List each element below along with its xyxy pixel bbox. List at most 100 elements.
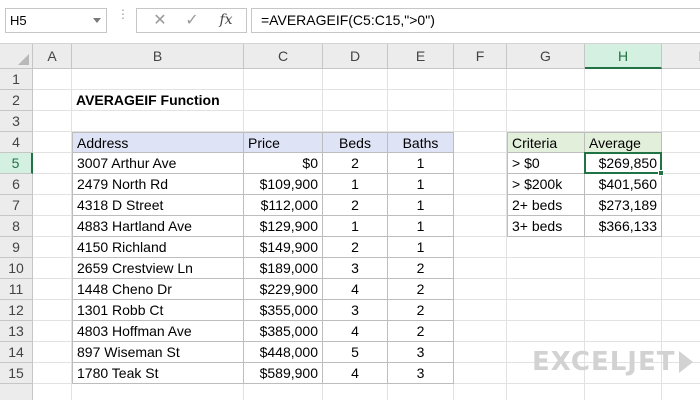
average-cell[interactable]: $273,189 bbox=[585, 195, 662, 216]
table-cell[interactable]: 4318 D Street bbox=[72, 195, 244, 216]
average-cell[interactable]: $269,850 bbox=[585, 153, 662, 174]
table-cell[interactable]: 2 bbox=[388, 279, 454, 300]
criteria-cell[interactable]: > $200k bbox=[507, 174, 585, 195]
row-header-8[interactable]: 8 bbox=[0, 216, 33, 237]
table-cell[interactable]: $385,000 bbox=[244, 321, 323, 342]
table-cell[interactable]: $149,900 bbox=[244, 237, 323, 258]
column-header-a[interactable]: A bbox=[33, 44, 72, 69]
table-cell[interactable]: 897 Wiseman St bbox=[72, 342, 244, 363]
table-cell[interactable]: 3 bbox=[323, 300, 388, 321]
table-cell[interactable]: 1 bbox=[388, 195, 454, 216]
column-header-d[interactable]: D bbox=[323, 44, 388, 69]
table-cell[interactable]: 5 bbox=[323, 342, 388, 363]
column-header-i[interactable]: I bbox=[662, 44, 700, 69]
summary-header[interactable]: Average bbox=[585, 132, 662, 153]
row-header-4[interactable]: 4 bbox=[0, 132, 33, 153]
name-box-value: H5 bbox=[10, 13, 27, 28]
table-cell[interactable]: 2 bbox=[323, 153, 388, 174]
table-cell[interactable]: 2 bbox=[388, 321, 454, 342]
row-header-6[interactable]: 6 bbox=[0, 174, 33, 195]
cancel-icon[interactable]: ✕ bbox=[153, 12, 167, 29]
function-icon[interactable]: fx bbox=[219, 12, 233, 28]
row-header-1[interactable]: 1 bbox=[0, 69, 33, 90]
table-cell[interactable]: 2 bbox=[323, 237, 388, 258]
fill-handle[interactable] bbox=[658, 170, 664, 176]
grip-icon[interactable]: ⋮ bbox=[117, 7, 129, 21]
table-cell[interactable]: 1780 Teak St bbox=[72, 363, 244, 384]
table-cell[interactable]: 1 bbox=[323, 216, 388, 237]
table-cell[interactable]: 4803 Hoffman Ave bbox=[72, 321, 244, 342]
table-cell[interactable]: 4 bbox=[323, 321, 388, 342]
table-cell[interactable]: 4883 Hartland Ave bbox=[72, 216, 244, 237]
column-header-f[interactable]: F bbox=[454, 44, 507, 69]
table-cell[interactable]: 2 bbox=[388, 258, 454, 279]
chevron-down-icon[interactable] bbox=[93, 18, 101, 23]
table-header[interactable]: Baths bbox=[388, 132, 454, 153]
average-cell[interactable]: $366,133 bbox=[585, 216, 662, 237]
table-cell[interactable]: $355,000 bbox=[244, 300, 323, 321]
table-cell[interactable]: $129,900 bbox=[244, 216, 323, 237]
table-cell[interactable]: 2659 Crestview Ln bbox=[72, 258, 244, 279]
table-cell[interactable]: 4 bbox=[323, 279, 388, 300]
enter-icon[interactable]: ✓ bbox=[185, 12, 199, 29]
table-cell[interactable]: 4150 Richland bbox=[72, 237, 244, 258]
select-all-icon bbox=[18, 54, 29, 65]
column-header-e[interactable]: E bbox=[388, 44, 454, 69]
row-header-15[interactable]: 15 bbox=[0, 363, 33, 384]
formula-input[interactable]: =AVERAGEIF(C5:C15,">0") bbox=[251, 8, 700, 33]
table-cell[interactable]: 1 bbox=[388, 216, 454, 237]
row-header-14[interactable]: 14 bbox=[0, 342, 33, 363]
table-cell[interactable]: $0 bbox=[244, 153, 323, 174]
table-cell[interactable]: 3007 Arthur Ave bbox=[72, 153, 244, 174]
table-cell[interactable]: $189,000 bbox=[244, 258, 323, 279]
criteria-cell[interactable]: 2+ beds bbox=[507, 195, 585, 216]
table-cell[interactable]: $109,900 bbox=[244, 174, 323, 195]
table-cell[interactable]: 2479 North Rd bbox=[72, 174, 244, 195]
table-cell[interactable]: 3 bbox=[388, 363, 454, 384]
formula-bar: H5 ⋮ ✕ ✓ fx =AVERAGEIF(C5:C15,">0") bbox=[0, 0, 700, 44]
sheet-title[interactable]: AVERAGEIF Function bbox=[76, 92, 220, 108]
table-cell[interactable]: $229,900 bbox=[244, 279, 323, 300]
table-cell[interactable]: 3 bbox=[388, 342, 454, 363]
table-cell[interactable]: 1448 Cheno Dr bbox=[72, 279, 244, 300]
table-cell[interactable]: 1 bbox=[388, 174, 454, 195]
gridline-horizontal bbox=[33, 131, 700, 132]
formula-tools: ✕ ✓ fx bbox=[136, 8, 247, 33]
row-header-13[interactable]: 13 bbox=[0, 321, 33, 342]
table-cell[interactable]: 1 bbox=[388, 153, 454, 174]
row-header-11[interactable]: 11 bbox=[0, 279, 33, 300]
table-cell[interactable]: 2 bbox=[388, 300, 454, 321]
column-header-g[interactable]: G bbox=[507, 44, 585, 69]
table-cell[interactable]: $112,000 bbox=[244, 195, 323, 216]
table-header[interactable]: Address bbox=[72, 132, 244, 153]
select-all-button[interactable] bbox=[0, 44, 33, 69]
table-cell[interactable]: 1301 Robb Ct bbox=[72, 300, 244, 321]
column-header-h[interactable]: H bbox=[585, 44, 662, 69]
row-header-partial[interactable] bbox=[0, 384, 33, 400]
row-header-12[interactable]: 12 bbox=[0, 300, 33, 321]
table-cell[interactable]: $589,900 bbox=[244, 363, 323, 384]
table-cell[interactable]: 1 bbox=[388, 237, 454, 258]
table-cell[interactable]: 3 bbox=[323, 258, 388, 279]
table-header[interactable]: Beds bbox=[323, 132, 388, 153]
table-cell[interactable]: 2 bbox=[323, 195, 388, 216]
row-header-2[interactable]: 2 bbox=[0, 90, 33, 111]
column-header-b[interactable]: B bbox=[72, 44, 244, 69]
row-header-9[interactable]: 9 bbox=[0, 237, 33, 258]
summary-header[interactable]: Criteria bbox=[507, 132, 585, 153]
exceljet-logo: EXCELJET bbox=[532, 347, 694, 377]
column-header-c[interactable]: C bbox=[244, 44, 323, 69]
row-header-3[interactable]: 3 bbox=[0, 111, 33, 132]
table-cell[interactable]: 1 bbox=[323, 174, 388, 195]
table-header[interactable]: Price bbox=[244, 132, 323, 153]
row-header-5[interactable]: 5 bbox=[0, 153, 33, 174]
average-cell[interactable]: $401,560 bbox=[585, 174, 662, 195]
criteria-cell[interactable]: 3+ beds bbox=[507, 216, 585, 237]
criteria-cell[interactable]: > $0 bbox=[507, 153, 585, 174]
table-cell[interactable]: $448,000 bbox=[244, 342, 323, 363]
row-header-7[interactable]: 7 bbox=[0, 195, 33, 216]
name-box[interactable]: H5 bbox=[5, 8, 107, 33]
row-header-10[interactable]: 10 bbox=[0, 258, 33, 279]
table-cell[interactable]: 4 bbox=[323, 363, 388, 384]
